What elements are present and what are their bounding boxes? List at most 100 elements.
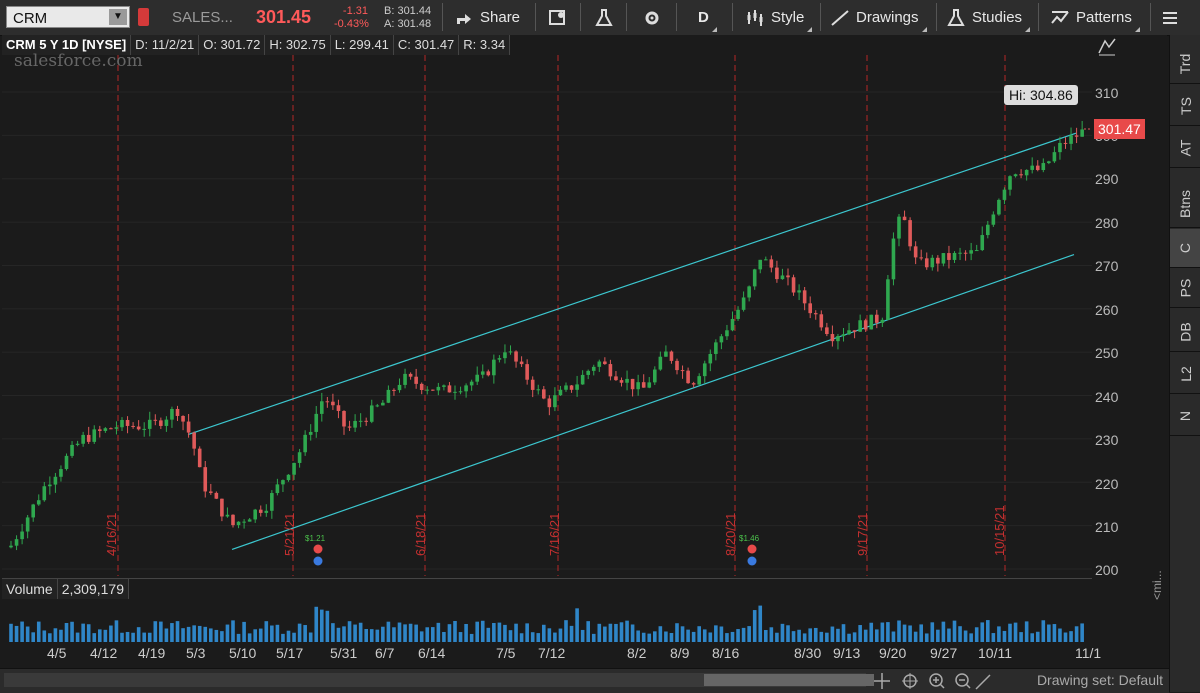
- volume-pane[interactable]: Volume 2,309,179: [2, 578, 1092, 647]
- candle-body: [92, 429, 97, 442]
- volume-bar: [170, 623, 174, 642]
- zoom-out-icon[interactable]: [955, 673, 971, 689]
- tab-ps[interactable]: PS: [1170, 269, 1200, 308]
- flask-button[interactable]: [594, 0, 614, 35]
- volume-bar: [303, 625, 307, 642]
- link-lock-icon[interactable]: [138, 8, 149, 26]
- volume-bar: [453, 620, 457, 642]
- candle-body: [542, 389, 546, 399]
- scrollbar-thumb[interactable]: [704, 674, 874, 686]
- scale-icon[interactable]: [1097, 37, 1117, 57]
- symbol-selector[interactable]: CRM ▼: [6, 6, 130, 28]
- pan-icon[interactable]: [874, 673, 890, 689]
- candle-body: [331, 401, 335, 406]
- candle-body: [36, 500, 41, 505]
- volume-bar: [580, 629, 585, 642]
- candle-body: [125, 419, 130, 426]
- candle-body: [697, 376, 701, 385]
- candle-body: [497, 358, 502, 360]
- volume-bar: [841, 624, 846, 642]
- candle-body: [486, 371, 491, 376]
- volume-bar: [725, 633, 729, 642]
- candle-body: [836, 336, 840, 342]
- tab-c[interactable]: C: [1170, 229, 1200, 268]
- style-button[interactable]: Style: [745, 0, 813, 35]
- drawing-set-label[interactable]: Drawing set: Default: [1036, 672, 1163, 688]
- candle-body: [9, 545, 13, 548]
- candle-body: [308, 431, 313, 435]
- price-tick: 250: [1095, 345, 1119, 361]
- settings-button[interactable]: [642, 0, 662, 35]
- dividend-badge[interactable]: $1.46: [739, 534, 760, 543]
- dividend-badge[interactable]: $1.21: [305, 534, 326, 543]
- candle-body: [314, 413, 319, 432]
- event-date-label: 9/17/21: [855, 512, 870, 556]
- tab-l2[interactable]: L2: [1170, 355, 1200, 394]
- volume-bar: [558, 628, 563, 642]
- volume-bar: [1008, 623, 1012, 642]
- candle-body: [480, 371, 485, 375]
- candle-body: [31, 504, 35, 518]
- tab-btns[interactable]: Btns: [1170, 181, 1200, 228]
- share-button[interactable]: Share: [454, 0, 520, 35]
- aggregation-button[interactable]: D: [698, 0, 717, 35]
- volume-bar: [469, 633, 474, 642]
- studies-button[interactable]: Studies: [946, 0, 1031, 35]
- candle-body: [325, 401, 330, 403]
- drawings-label: Drawings: [856, 9, 919, 26]
- tab-trd[interactable]: Trd: [1170, 45, 1200, 84]
- candle-body: [353, 420, 357, 428]
- volume-bar: [1074, 626, 1079, 642]
- volume-bar: [247, 633, 252, 642]
- candle-body: [114, 427, 119, 429]
- patterns-button[interactable]: Patterns: [1050, 0, 1140, 35]
- volume-bar: [109, 625, 113, 642]
- tab-at[interactable]: AT: [1170, 129, 1200, 168]
- tab-n[interactable]: N: [1170, 397, 1200, 436]
- drawings-button[interactable]: Drawings: [830, 0, 927, 35]
- volume-bar: [197, 625, 202, 642]
- candle-body: [342, 410, 346, 427]
- candle-body: [53, 476, 58, 485]
- chevron-down-icon[interactable]: ▼: [109, 9, 127, 25]
- volume-bar: [325, 610, 330, 642]
- candle-body: [780, 275, 785, 280]
- date-tick: 5/10: [229, 645, 257, 661]
- candle-body: [48, 484, 52, 487]
- mini-chart-label[interactable]: <mi...: [1150, 570, 1164, 600]
- candle-body: [386, 389, 391, 403]
- volume-bar: [292, 632, 296, 642]
- candle-body: [381, 402, 385, 406]
- volume-bar: [64, 622, 69, 642]
- zoom-in-icon[interactable]: [929, 673, 945, 689]
- tab-db[interactable]: DB: [1170, 313, 1200, 352]
- candle-body: [553, 395, 557, 408]
- candle-body: [192, 432, 196, 449]
- candle-body: [436, 386, 441, 391]
- candle-body: [664, 351, 668, 357]
- candle-body: [941, 253, 946, 264]
- candle-body: [303, 434, 307, 453]
- candle-body: [936, 257, 940, 264]
- more-button[interactable]: [1160, 0, 1180, 35]
- candle-body: [109, 428, 113, 430]
- candle-body: [714, 342, 718, 354]
- candle-body: [264, 510, 269, 513]
- horizontal-scrollbar[interactable]: [4, 673, 874, 687]
- tab-ts[interactable]: TS: [1170, 87, 1200, 126]
- candle-body: [969, 250, 973, 254]
- volume-bar: [486, 627, 491, 642]
- volume-bar: [425, 627, 430, 642]
- dividend-marker-icon: [313, 544, 323, 554]
- candle-body: [603, 361, 607, 365]
- volume-bar: [253, 629, 257, 642]
- candle-body: [1013, 174, 1018, 177]
- drawing-pen-icon[interactable]: [975, 674, 991, 690]
- price-chart[interactable]: CRM 5 Y 1D [NYSE] D: 11/2/21 O: 301.72 H…: [2, 35, 1092, 576]
- crosshair-icon[interactable]: [902, 673, 918, 689]
- candle-body: [231, 514, 235, 526]
- channel-upper-line: [187, 132, 1077, 436]
- news-button[interactable]: [548, 0, 568, 35]
- candle-body: [980, 235, 985, 251]
- tab-label: AT: [1177, 139, 1194, 157]
